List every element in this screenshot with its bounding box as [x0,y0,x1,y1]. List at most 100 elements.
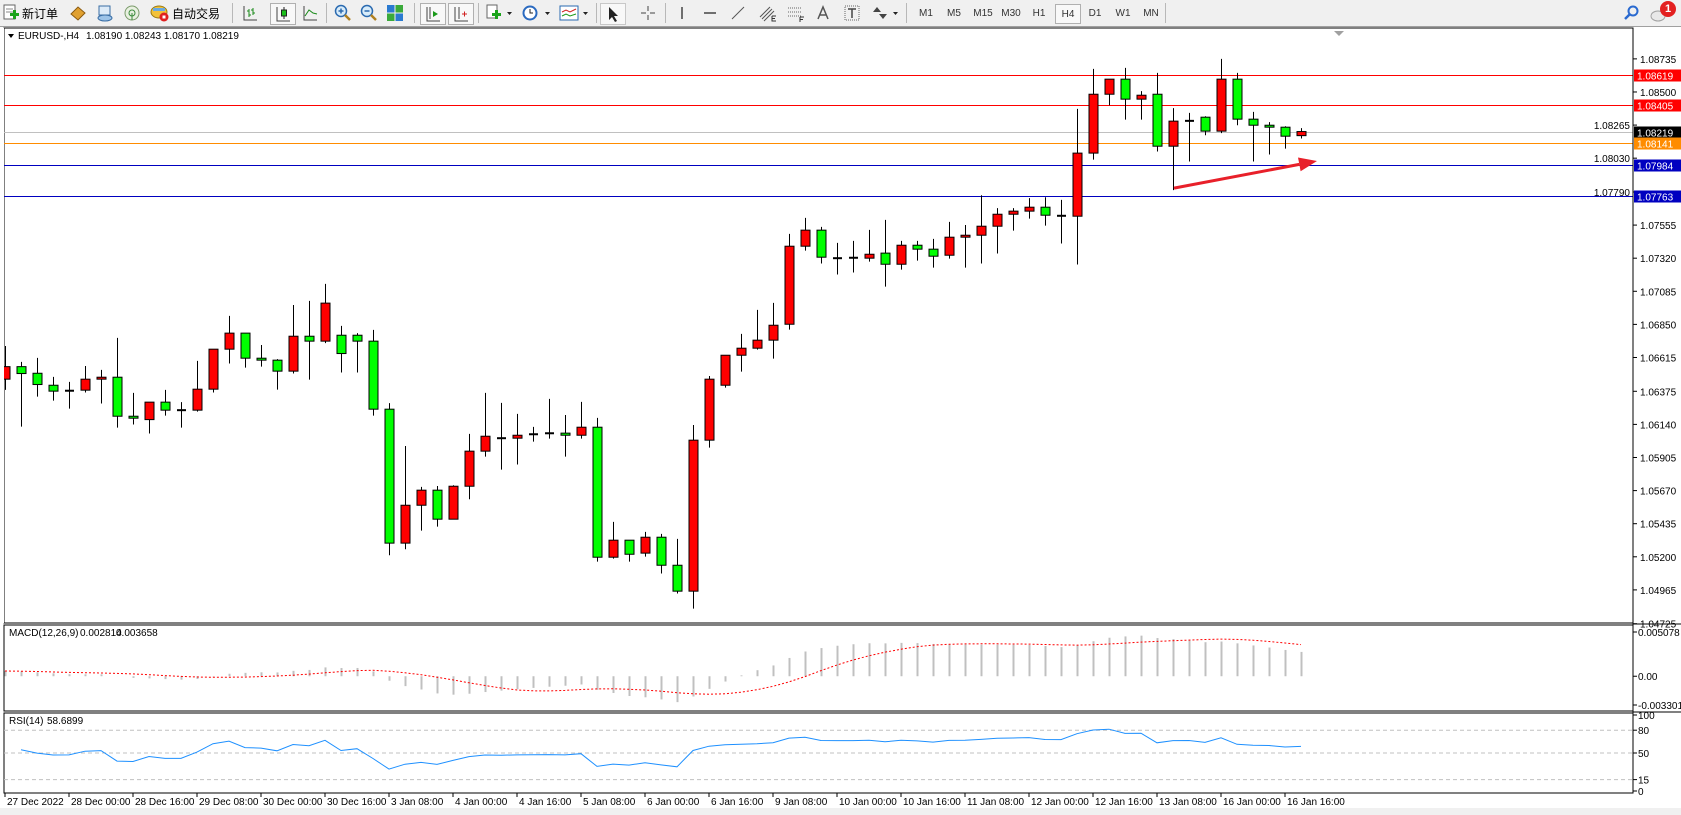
price-panel[interactable]: EURUSD-,H4 1.08190 1.08243 1.08170 1.082… [0,27,1634,624]
candle[interactable] [96,369,107,404]
candle[interactable] [849,240,858,273]
zoom-out-button[interactable] [359,3,379,23]
candle[interactable] [560,414,571,457]
horizontal-line-button[interactable] [700,3,720,23]
candle[interactable] [1185,112,1194,162]
rsi-panel[interactable]: RSI(14) 58.6899 [3,712,1634,794]
search-button[interactable] [1622,3,1642,23]
candle[interactable] [192,360,203,412]
candle[interactable] [304,300,315,380]
candle[interactable] [160,389,171,416]
timeframe-d1-button[interactable]: D1 [1088,7,1102,19]
chart-shift-marker-icon[interactable] [1334,31,1344,36]
candle[interactable] [833,242,842,275]
candle[interactable] [800,217,811,251]
arrows-dropdown[interactable] [870,3,902,23]
candle[interactable] [576,401,587,439]
candle[interactable] [912,240,923,261]
candle[interactable] [1296,128,1307,139]
timeframe-m1-button[interactable]: M1 [919,7,933,19]
new-chart-dropdown[interactable] [484,3,516,23]
zoom-in-button[interactable] [333,3,353,23]
candle[interactable] [240,332,251,368]
text-label-button[interactable] [842,3,862,23]
candle[interactable] [816,226,827,264]
candle[interactable] [1072,108,1083,265]
periods-dropdown[interactable] [520,3,554,23]
macd-panel[interactable]: MACD(12,26,9) 0.002814 0.003658 [3,624,1634,712]
candle[interactable] [497,402,506,470]
candle[interactable] [672,538,683,594]
candle[interactable] [608,521,619,559]
timeframe-m15-button[interactable]: M15 [973,7,993,19]
candle[interactable] [1232,72,1243,126]
auto-trading-button[interactable]: 自动交易 [150,3,220,23]
signals-button[interactable] [122,3,142,23]
vertical-line-button[interactable] [672,3,692,23]
candle[interactable] [1057,199,1066,244]
candle[interactable] [1040,197,1051,226]
chart-window[interactable]: EURUSD-,H4 1.08190 1.08243 1.08170 1.082… [0,27,1681,815]
candle[interactable] [384,403,395,556]
candle[interactable] [352,333,363,373]
candle[interactable] [720,354,731,388]
candle[interactable] [224,315,235,364]
indicators-dropdown[interactable] [558,3,592,23]
candle[interactable] [688,424,699,609]
candle[interactable] [288,304,299,374]
candle[interactable] [464,433,475,500]
candle[interactable] [65,381,74,409]
candle[interactable] [624,539,635,562]
candle[interactable] [208,348,219,393]
candle[interactable] [32,357,43,397]
candle[interactable] [992,208,1003,254]
candle[interactable] [896,240,907,270]
candle[interactable] [1024,198,1035,219]
candle[interactable] [400,445,411,550]
candle[interactable] [80,365,91,393]
candle[interactable] [16,361,27,427]
candle[interactable] [944,221,955,259]
candle[interactable] [1280,126,1291,149]
candle[interactable] [1088,68,1099,160]
time-axis[interactable]: 27 Dec 2022 28 Dec 00:00 28 Dec 16:00 29 De… [4,793,1345,808]
market-watch-button[interactable] [68,3,88,23]
candle[interactable] [336,325,347,373]
text-button[interactable] [813,3,833,23]
line-chart-button[interactable] [300,3,320,23]
candle[interactable] [1264,122,1275,155]
candle[interactable] [1200,116,1211,136]
price-axis[interactable]: 1.08735 1.08500 1.08265 1.08030 1.07790 1.075… [1594,28,1681,793]
candle[interactable] [448,485,459,520]
auto-scroll-button[interactable] [420,3,446,25]
timeframe-h1-button[interactable]: H1 [1032,7,1046,19]
candle[interactable] [272,359,283,390]
annotation-arrow[interactable] [1173,157,1317,190]
candle[interactable] [48,376,59,401]
cursor-button[interactable] [600,3,626,25]
candle[interactable] [368,329,379,416]
data-window-button[interactable] [95,3,115,23]
candle[interactable] [416,486,427,531]
tile-windows-button[interactable] [385,3,405,23]
candle[interactable] [1152,72,1163,152]
candle[interactable] [864,229,875,262]
candle[interactable] [752,309,763,350]
candle[interactable] [177,402,186,428]
timeframe-w1-button[interactable]: W1 [1115,7,1131,19]
candle[interactable] [736,333,747,372]
candle[interactable] [784,233,795,330]
bar-chart-button[interactable] [240,3,260,23]
candle[interactable] [545,398,554,439]
candle[interactable] [1248,111,1259,162]
candle[interactable] [512,413,523,465]
candle[interactable] [320,283,331,344]
symbol-menu-icon[interactable] [8,34,14,38]
candle[interactable] [1168,108,1179,191]
candlestick-button[interactable] [270,3,296,25]
candle[interactable] [928,238,939,268]
candle[interactable] [144,401,155,434]
candle[interactable] [256,344,267,367]
candle[interactable] [1136,91,1147,120]
candle[interactable] [640,531,651,557]
